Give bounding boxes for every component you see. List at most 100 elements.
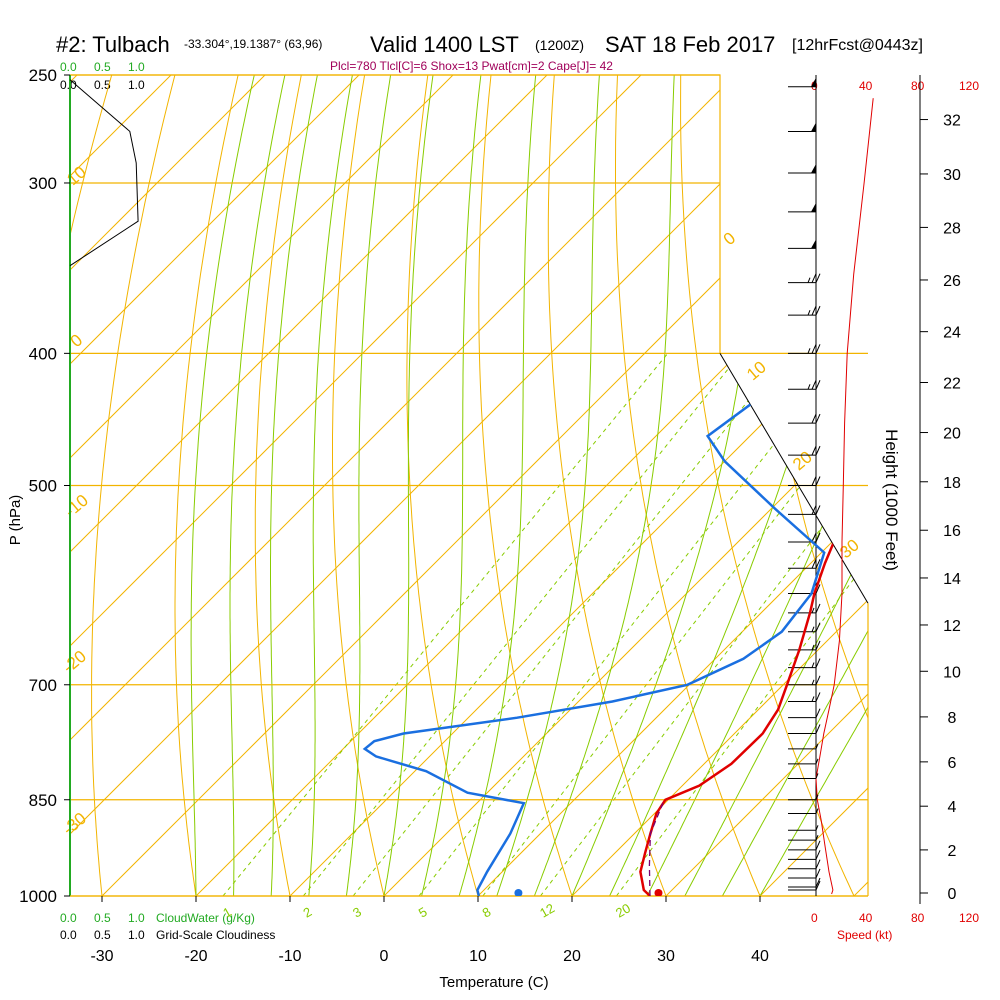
wind-barb: [788, 273, 821, 284]
stability-indices: Plcl=780 Tlcl[C]=6 Shox=13 Pwat[cm]=2 Ca…: [330, 59, 613, 73]
cloudwater-profile: [69, 79, 139, 267]
wind-barb-half: [807, 348, 811, 354]
wind-barb-full: [811, 505, 817, 515]
wind-barb: [788, 859, 821, 870]
wind-barb: [788, 77, 816, 88]
wind-barb-half: [807, 384, 811, 390]
dry-adiabat: [254, 75, 302, 896]
pressure-tick-label: 400: [29, 344, 57, 363]
wind-barb: [788, 880, 821, 891]
parcel-line: [648, 802, 664, 896]
moist-adiabat: [496, 75, 600, 896]
dry-adiabat: [174, 75, 239, 896]
isotherm: [477, 75, 868, 896]
dry-adiabat-label: 10: [63, 162, 90, 189]
wind-barb-full: [815, 675, 821, 685]
dry-adiabat-label: -10: [61, 491, 92, 521]
y-axis-label: P (hPa): [7, 495, 24, 546]
wind-barb-full: [811, 476, 817, 486]
wind-barb-full: [815, 840, 821, 851]
wind-barb-half: [811, 696, 815, 702]
wind-barb-half: [815, 794, 819, 800]
wind-barb-full: [815, 273, 821, 283]
temperature-tick-label: -20: [184, 948, 207, 965]
moist-adiabat: [229, 75, 286, 896]
mixing-ratio-line: [418, 353, 846, 896]
wind-barb: [788, 840, 821, 851]
valid-time: Valid 1400 LST: [370, 32, 519, 57]
wind-barb-full: [815, 850, 821, 860]
height-tick-label: 0: [948, 886, 957, 903]
wind-barb-full: [811, 305, 817, 316]
mixing-ratio-labels: 1 2 3 5 8 12 20: [220, 900, 633, 920]
temperature-tick-label: -30: [90, 948, 113, 965]
sounding-profiles: [362, 97, 868, 896]
wind-barb-full: [815, 692, 821, 702]
wind-barb: [788, 164, 816, 174]
height-tick-label: 30: [943, 167, 961, 184]
wind-barb-half: [815, 808, 819, 814]
wind-barb-full: [811, 273, 817, 283]
wind-barb-full: [815, 868, 821, 879]
cloudwater-scale-bottom: 0.0 0.5 1.0 CloudWater (g/Kg) 0.0 0.5 1.…: [60, 911, 275, 942]
wind-barb-full: [815, 413, 821, 424]
moist-adiabat: [533, 75, 675, 896]
height-tick-label: 14: [943, 571, 961, 588]
moist-adiabat: [684, 75, 868, 896]
wind-barb-full: [815, 344, 821, 354]
wind-barb: [788, 692, 821, 702]
isotherm: [70, 75, 454, 896]
pressure-tick-label: 500: [29, 477, 57, 496]
wind-barb: [788, 724, 821, 734]
height-tick-label: 16: [943, 523, 961, 540]
height-tick-label: 26: [943, 273, 961, 290]
moist-adiabat: [308, 75, 353, 896]
speed-tick: 120: [959, 79, 979, 93]
wind-barb-half: [815, 825, 819, 831]
wind-barb: [788, 122, 816, 132]
height-tick-label: 28: [943, 220, 961, 237]
dry-adiabat: [680, 75, 855, 896]
height-tick-label: 10: [943, 664, 961, 681]
height-tick-label: 8: [948, 710, 957, 727]
moist-adiabat: [345, 75, 392, 896]
frame-top: [70, 74, 721, 354]
wind-barb-full: [811, 344, 817, 354]
station-title: #2: Tulbach: [56, 32, 170, 57]
wind-barb-half: [807, 309, 811, 316]
cloudwater-label: CloudWater (g/Kg): [156, 911, 255, 925]
pressure-tick-label: 1000: [19, 887, 57, 906]
wind-barb: [788, 758, 819, 765]
wind-barb-full: [815, 532, 821, 543]
cloudwater-tick: 0.0: [60, 911, 77, 925]
wind-barb-full: [815, 380, 821, 390]
temperature-line: [639, 97, 868, 896]
wind-barb-half: [815, 773, 819, 779]
dry-adiabat-label: 20: [789, 447, 816, 474]
speed-tick: 80: [911, 79, 925, 93]
wind-barb: [788, 794, 819, 801]
wind-barb-flag: [811, 164, 816, 174]
mixing-ratio-label: 8: [480, 904, 494, 921]
pressure-tick-label: 250: [29, 66, 57, 85]
wind-barb-full: [811, 413, 817, 424]
wind-barb: [788, 808, 819, 815]
temperature-tick-label: -10: [278, 948, 301, 965]
wind-barb-full: [815, 877, 821, 888]
wind-barb: [788, 445, 821, 456]
wind-barb-flag: [811, 202, 816, 212]
wind-barb-full: [815, 505, 821, 515]
wind-barb-full: [815, 559, 821, 569]
speed-tick: 40: [859, 79, 873, 93]
wind-barb: [788, 850, 821, 860]
wind-barb-full: [811, 532, 817, 543]
cloudwater-tick: 0.0: [60, 60, 77, 74]
wind-barb-half: [815, 758, 819, 765]
wind-barb-full: [811, 380, 817, 390]
surface-temperature-dot: [654, 889, 663, 896]
cloudiness-tick: 0.5: [94, 78, 111, 92]
mixing-ratio-line: [540, 353, 868, 896]
dry-adiabat: [478, 75, 573, 896]
height-tick-label: 2: [948, 843, 957, 860]
